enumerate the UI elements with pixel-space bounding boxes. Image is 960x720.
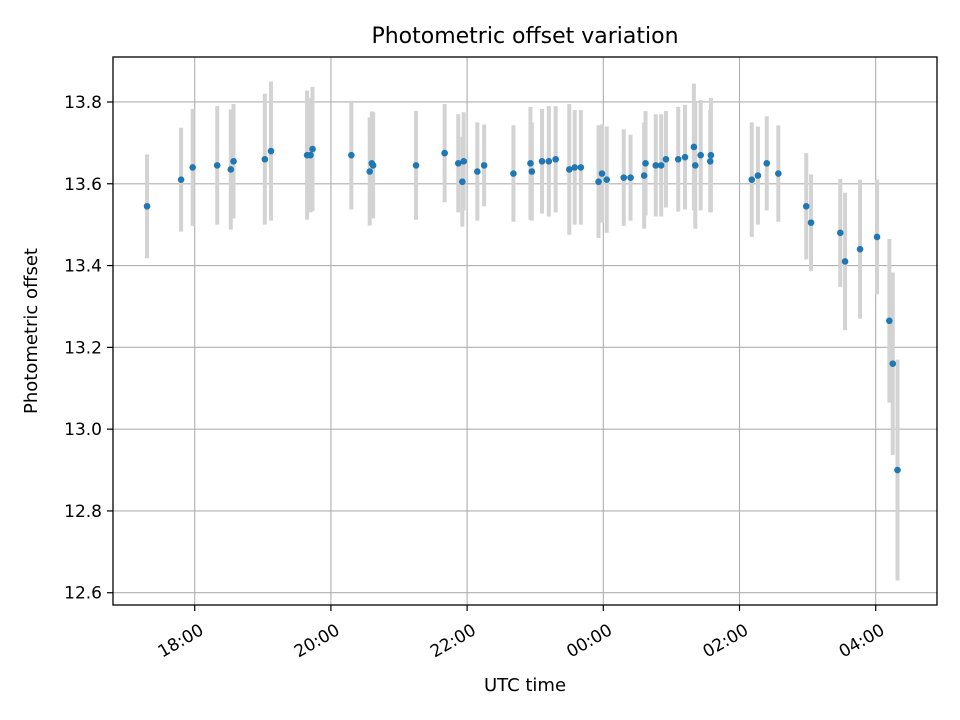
data-point <box>528 168 536 175</box>
data-point <box>459 178 466 186</box>
data-point <box>652 162 660 169</box>
data-point <box>309 145 316 153</box>
data-point <box>690 143 698 151</box>
data-point <box>681 153 689 161</box>
data-point <box>177 176 185 183</box>
data-point <box>763 160 771 167</box>
data-point <box>538 157 546 165</box>
data-point <box>889 360 897 368</box>
data-point <box>565 166 573 173</box>
data-point <box>571 164 579 171</box>
data-point <box>802 202 810 210</box>
data-point <box>552 155 559 163</box>
data-point <box>261 155 269 163</box>
data-point <box>674 155 682 163</box>
plot-frame <box>112 56 938 606</box>
data-point <box>527 160 534 167</box>
data-point <box>662 155 670 163</box>
data-point <box>706 157 714 165</box>
data-point <box>577 164 585 171</box>
data-point <box>642 160 649 167</box>
data-point <box>807 219 815 226</box>
data-point <box>603 176 611 183</box>
data-point <box>227 166 235 173</box>
chart-title: Photometric offset variation <box>371 24 678 49</box>
data-point <box>348 151 355 159</box>
y-tick-label: 12.6 <box>64 584 102 604</box>
data-point <box>474 168 481 175</box>
data-point <box>707 151 715 159</box>
grid-lines <box>113 57 937 605</box>
y-tick-label: 12.8 <box>64 502 102 522</box>
data-point <box>856 245 864 253</box>
data-point <box>510 170 517 177</box>
data-point <box>873 233 881 241</box>
data-point <box>620 174 628 181</box>
data-points <box>143 143 901 474</box>
data-point <box>143 202 151 210</box>
y-tick-label: 13.0 <box>64 420 102 440</box>
data-point <box>460 157 468 165</box>
data-point <box>267 147 275 155</box>
data-point <box>627 174 634 181</box>
data-point <box>886 317 893 325</box>
data-point <box>697 151 704 159</box>
data-point <box>307 151 314 159</box>
data-point <box>775 170 782 177</box>
data-point <box>545 157 553 165</box>
data-point <box>754 172 762 179</box>
y-tick-label: 13.8 <box>64 93 102 113</box>
y-tick-label: 13.2 <box>64 338 102 358</box>
data-point <box>640 172 648 179</box>
x-axis-label: UTC time <box>484 675 566 696</box>
data-point <box>748 176 756 183</box>
data-point <box>189 164 196 171</box>
y-tick-label: 13.6 <box>64 175 102 195</box>
data-point <box>657 162 665 169</box>
y-axis-label: Photometric offset <box>21 248 42 414</box>
data-point <box>454 160 462 167</box>
data-point <box>595 178 602 186</box>
data-point <box>230 157 237 165</box>
data-point <box>836 229 844 237</box>
data-point <box>598 170 606 177</box>
data-point <box>894 466 901 474</box>
data-point <box>369 162 377 169</box>
data-point <box>213 162 221 169</box>
data-point <box>841 258 849 265</box>
data-point <box>691 162 699 169</box>
data-point <box>480 162 488 169</box>
data-point <box>441 149 448 157</box>
data-point <box>412 162 420 169</box>
y-tick-label: 13.4 <box>64 257 102 277</box>
data-point <box>366 168 374 175</box>
